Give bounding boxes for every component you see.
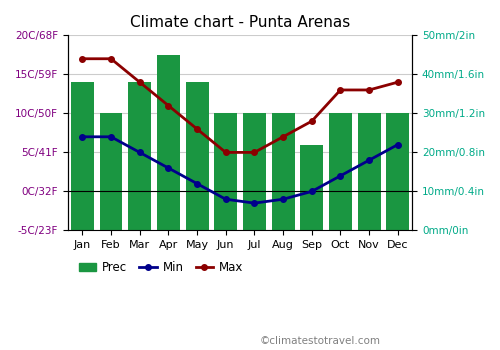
Bar: [329, 113, 352, 230]
Bar: [300, 145, 323, 230]
Bar: [128, 82, 151, 230]
Bar: [71, 82, 94, 230]
Bar: [386, 113, 409, 230]
Text: ©climatestotravel.com: ©climatestotravel.com: [260, 336, 381, 346]
Bar: [358, 113, 380, 230]
Bar: [186, 82, 208, 230]
Bar: [272, 113, 294, 230]
Bar: [100, 113, 122, 230]
Bar: [157, 55, 180, 230]
Title: Climate chart - Punta Arenas: Climate chart - Punta Arenas: [130, 15, 350, 30]
Bar: [243, 113, 266, 230]
Legend: Prec, Min, Max: Prec, Min, Max: [74, 257, 248, 279]
Bar: [214, 113, 237, 230]
